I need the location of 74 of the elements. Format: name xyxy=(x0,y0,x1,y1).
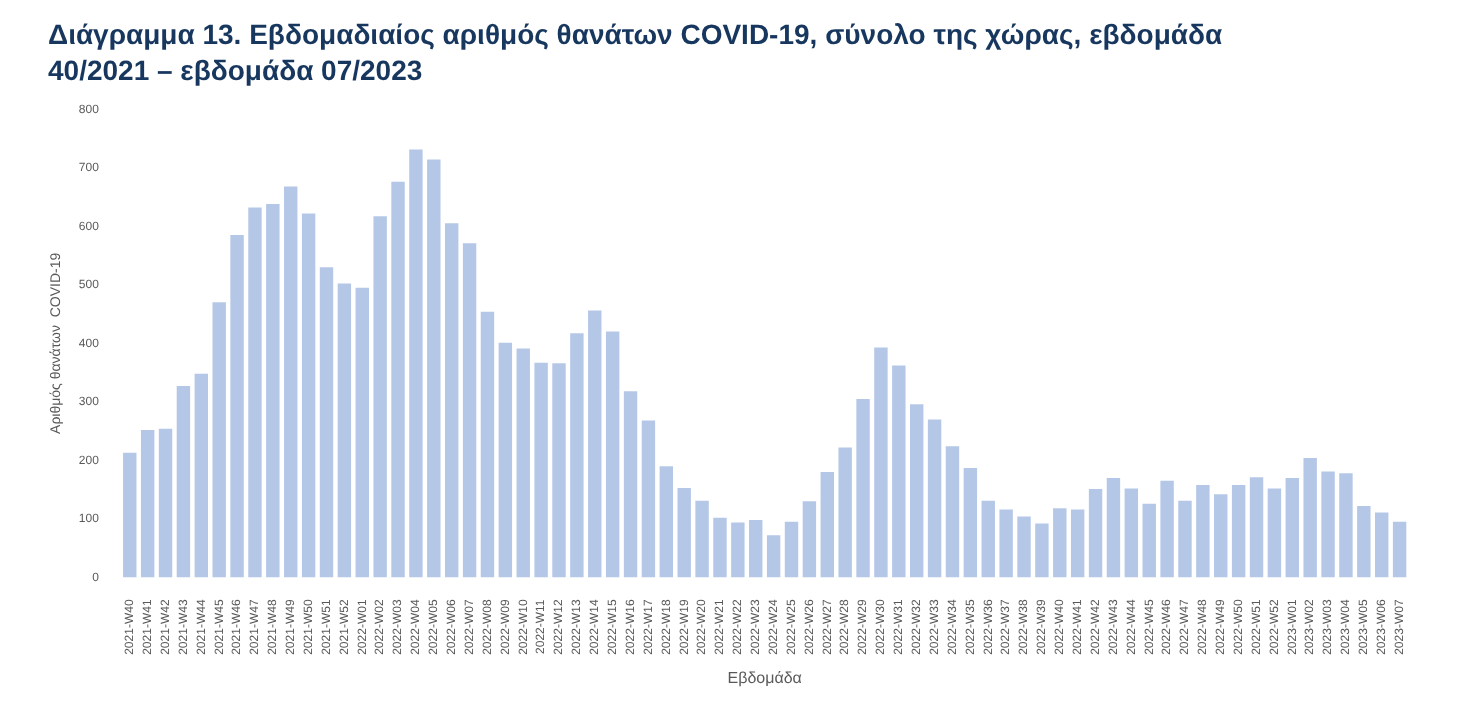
bar xyxy=(444,223,459,578)
bar xyxy=(981,500,995,578)
bar xyxy=(1053,508,1067,578)
bar xyxy=(230,235,244,578)
bar xyxy=(695,500,709,578)
bar xyxy=(1303,458,1317,578)
bar xyxy=(641,420,656,578)
bar xyxy=(1231,484,1246,578)
bar xyxy=(1249,477,1264,578)
bar xyxy=(194,373,209,578)
bar xyxy=(766,535,781,578)
bar xyxy=(498,342,513,578)
bar xyxy=(784,521,799,578)
bar xyxy=(605,331,620,578)
bar xyxy=(1017,516,1031,578)
bar xyxy=(123,452,137,578)
bar xyxy=(1124,488,1139,578)
bar xyxy=(659,466,674,578)
bar xyxy=(623,391,638,578)
bar xyxy=(820,472,834,578)
bar xyxy=(140,429,155,578)
bar xyxy=(1160,480,1174,578)
bar xyxy=(158,428,173,578)
bar xyxy=(1142,503,1156,578)
bar xyxy=(248,207,262,578)
bar xyxy=(1375,512,1389,578)
bar xyxy=(963,467,978,578)
bar xyxy=(373,216,387,578)
bar xyxy=(856,398,870,578)
bar xyxy=(713,517,727,578)
bar xyxy=(176,386,191,578)
bar xyxy=(1392,521,1407,578)
bar xyxy=(266,204,280,578)
bar xyxy=(516,348,530,578)
bar xyxy=(927,419,942,578)
bar xyxy=(427,159,441,578)
bar xyxy=(391,181,405,578)
bar xyxy=(1070,509,1085,578)
bar xyxy=(1321,471,1335,578)
bar xyxy=(355,287,369,578)
bar xyxy=(910,404,924,578)
bar xyxy=(999,509,1013,578)
bar xyxy=(749,520,763,578)
bar xyxy=(1214,494,1228,578)
bar xyxy=(1088,489,1103,578)
bar xyxy=(677,487,691,578)
bar xyxy=(552,363,566,578)
bar xyxy=(838,447,852,578)
bar xyxy=(1196,484,1210,578)
bar xyxy=(319,267,334,578)
bar xyxy=(731,522,745,578)
bar xyxy=(874,347,888,578)
bar xyxy=(1035,523,1049,578)
bar xyxy=(284,186,298,578)
x-axis-title: Εβδομάδα xyxy=(727,668,803,687)
bar xyxy=(1178,500,1192,578)
bar xyxy=(1357,506,1371,578)
bar xyxy=(1339,473,1353,578)
bar xyxy=(1106,477,1121,578)
bar xyxy=(212,302,226,578)
bar xyxy=(1267,488,1282,578)
bar xyxy=(337,283,352,578)
bar xyxy=(301,213,316,578)
bar xyxy=(570,333,584,578)
bar xyxy=(945,446,960,578)
bar xyxy=(1285,477,1299,578)
bar xyxy=(409,149,423,578)
bar xyxy=(480,311,495,578)
bar xyxy=(892,365,906,578)
bar xyxy=(534,362,548,578)
chart-title: Διάγραμμα 13. Εβδομαδιαίος αριθμός θανάτων COVID-19, σύνολο της χώρας, εβδομάδα 40/2021 – εβδομάδα 07/2023 xyxy=(48,16,1225,88)
bar xyxy=(588,310,602,578)
bar xyxy=(462,243,477,578)
bar xyxy=(802,501,817,578)
